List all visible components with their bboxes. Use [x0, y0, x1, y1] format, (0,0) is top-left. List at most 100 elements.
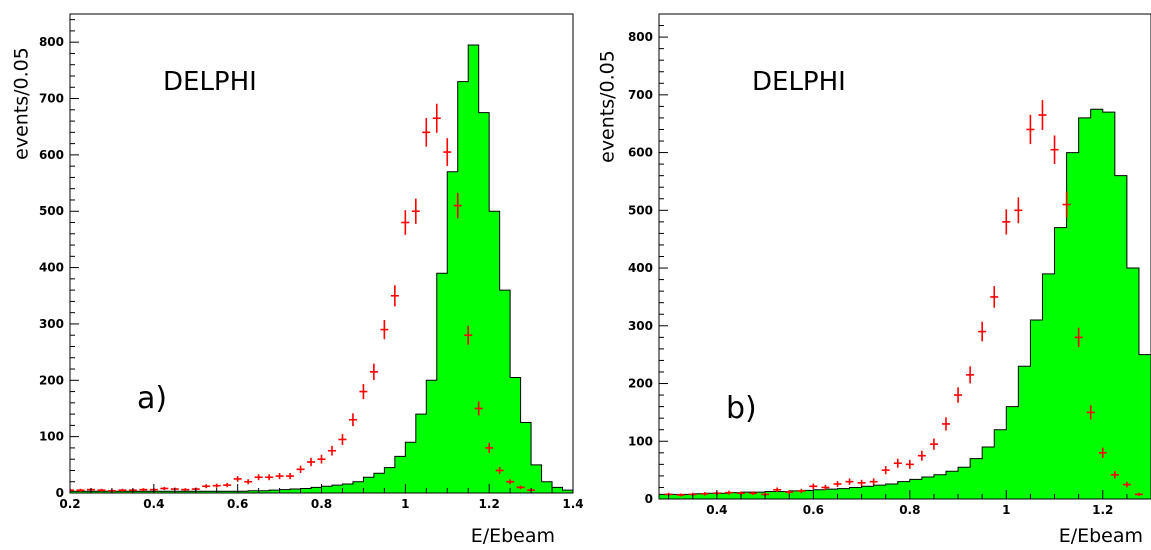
- panel-b-hist-bin: [994, 429, 1007, 499]
- panel-b-y-tick-label: 100: [628, 434, 653, 448]
- panel-a-hist-bin: [541, 481, 553, 493]
- panel-a-data-point: [443, 138, 452, 166]
- panel-a-hist-bin: [436, 273, 448, 493]
- panel-b-x-tick-label: 0.6: [803, 503, 824, 517]
- panel-b-hist-bin: [1030, 320, 1043, 499]
- panel-b-hist-outline: [659, 108, 1151, 495]
- panel-b-hist-bin: [1006, 406, 1019, 499]
- panel-b-hist-bin: [825, 489, 838, 499]
- panel-b-y-tick-label: 500: [628, 203, 653, 217]
- panel-b-hist-bin: [849, 487, 862, 499]
- panel-b-data-point: [929, 438, 938, 450]
- panel-b-data-point: [1014, 197, 1023, 224]
- panel-a-hist-bin: [415, 414, 427, 493]
- panel-a-data-point: [212, 483, 221, 488]
- panel-a-chart: 0.2 0.4 0.6 0.8 1 1.2 1.4 0 100 200 300 400 500 600 7…: [11, 13, 584, 547]
- panel-a-data-point: [453, 192, 462, 219]
- panel-a-data-point: [390, 285, 399, 307]
- panel-a-y-tick-label: 0: [56, 486, 64, 500]
- panel-b-hist-bin: [728, 492, 742, 499]
- panel-b-delphi-annotation: DELPHI: [752, 67, 846, 97]
- panel-b-hist-bin: [1018, 366, 1031, 499]
- panel-b-hist-bin: [897, 481, 911, 499]
- panel-b-data-point: [905, 459, 914, 469]
- panel-a-hist-bin: [195, 491, 207, 493]
- panel-a-data-point: [317, 454, 326, 464]
- panel-b-chart: 0.4 0.6 0.8 1 1.2 0100200300400500600700800 …: [597, 13, 1151, 547]
- panel-b-hist-bin: [813, 489, 826, 499]
- panel-a-data-point: [286, 473, 295, 480]
- panel-a-x-axis: 0.2 0.4 0.6 0.8 1 1.2 1.4: [59, 484, 584, 511]
- panel-a-y-tick-label: 600: [39, 148, 64, 162]
- panel-b-hist-bin: [668, 494, 682, 499]
- panel-a-hist-bin: [80, 491, 92, 493]
- panel-b-hist-bin: [1114, 175, 1128, 499]
- panel-a-x-tick-label: 0.8: [311, 497, 332, 511]
- panel-a-data-point: [422, 118, 431, 147]
- panel-b-hist-bin: [680, 494, 694, 499]
- panel-b-x-tick-label: 1: [1002, 503, 1010, 517]
- panel-b-hist-bin: [692, 493, 706, 499]
- panel-a-hist-bin: [342, 483, 354, 493]
- panel-a-data-point: [307, 457, 316, 467]
- panel-a-hist-bin: [258, 490, 270, 493]
- panel-a-hist-bin: [101, 491, 113, 493]
- panel-a-hist-bin: [489, 211, 500, 493]
- panel-a-data-point: [160, 486, 169, 491]
- panel-a-data-point: [401, 210, 410, 235]
- panel-a-hist-bin: [90, 491, 102, 493]
- panel-a-hist-bin: [174, 491, 186, 493]
- panel-b-data-point: [917, 450, 926, 461]
- panel-b-hist-bin: [704, 493, 718, 499]
- panel-b-data-point: [833, 481, 842, 487]
- panel-b-hist-bin: [1042, 273, 1055, 499]
- panel-a-hist-outline: [70, 44, 573, 493]
- panel-a-x-tick-label: 0.2: [59, 497, 80, 511]
- panel-b-data-point: [1026, 114, 1035, 145]
- panel-a-y-tick-label: 700: [39, 92, 64, 106]
- panel-b-data-point: [773, 487, 782, 493]
- panel-a-hist-bin: [153, 491, 165, 493]
- panel-b-hist-bin: [1078, 117, 1092, 499]
- panel-b-data-point: [1110, 471, 1119, 479]
- panel-a-y-tick-label: 100: [39, 430, 64, 444]
- panel-a-hist-bin: [227, 491, 238, 493]
- panel-b-data-point: [1122, 481, 1131, 488]
- panel-b-data-point: [893, 458, 902, 468]
- panel-a-hist-bin: [237, 491, 249, 493]
- panel-a-hist-bin: [531, 464, 542, 493]
- panel-b-data-point: [821, 484, 830, 491]
- panel-a-y-tick-label: 500: [39, 204, 64, 218]
- panel-b-hist-bin: [1138, 354, 1151, 499]
- panel-b-hist-bin: [716, 493, 730, 499]
- panel-a-data-point: [97, 488, 106, 492]
- panel-b-y-tick-label: 600: [628, 146, 653, 160]
- panel-b-hist-bin: [946, 471, 959, 499]
- panel-a-delphi-annotation: DELPHI: [163, 67, 257, 97]
- panel-a-y-tick-label: 200: [39, 373, 64, 387]
- panel-a-hist-bin: [311, 487, 322, 493]
- panel-b-x-axis: 0.4 0.6 0.8 1 1.2: [668, 490, 1151, 517]
- panel-b-data-point: [1002, 209, 1011, 235]
- panel-b-y-tick-label: 800: [628, 30, 653, 44]
- panel-b-data-point: [942, 417, 950, 431]
- panel-a-hist-bin: [457, 81, 469, 493]
- panel-a-hist-bin: [279, 489, 291, 493]
- panel-b-data-point: [785, 490, 794, 495]
- panel-a-hist-bin: [394, 456, 406, 493]
- panel-b-data-point: [990, 286, 999, 308]
- panel-a-hist-bin: [290, 489, 301, 493]
- panel-b-y-tick-label: 300: [628, 319, 653, 333]
- panel-b-ylabel: events/0.05: [597, 50, 619, 163]
- panel-a-x-tick-label: 0.4: [143, 497, 164, 511]
- panel-a-data-point: [464, 325, 473, 345]
- panel-a-data-point: [327, 445, 336, 456]
- panel-a-data-point: [76, 488, 85, 492]
- panel-a-y-tick-label: 400: [39, 261, 64, 275]
- panel-a-data-point: [348, 413, 357, 427]
- panel-a-hist-bin: [426, 380, 438, 493]
- panel-a-data-point: [296, 465, 305, 473]
- panel-b-hist-bin: [1126, 268, 1140, 499]
- panel-a-hist-bin: [520, 422, 532, 493]
- panel-b-hist-bin: [765, 491, 778, 499]
